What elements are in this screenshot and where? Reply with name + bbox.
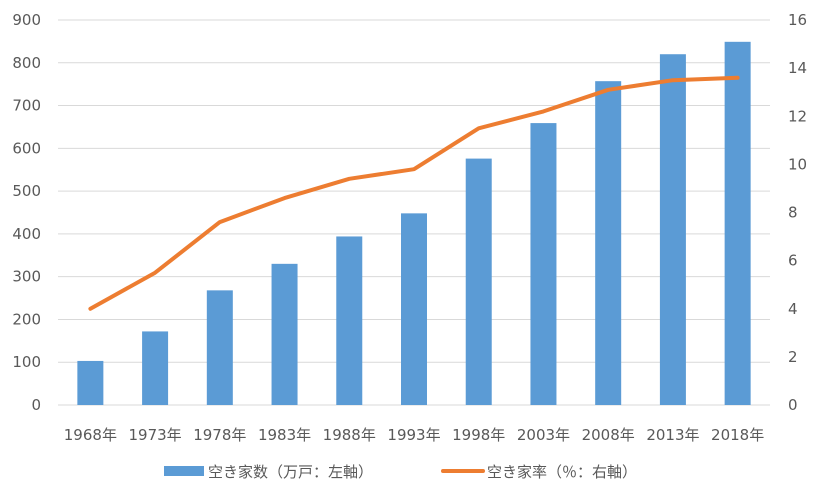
right-axis-ticks: 0 2 4 6 8 10 12 14 16 [788,11,807,414]
x-axis-tick-label: 2008年 [582,426,635,444]
right-axis-tick-label: 14 [788,59,807,77]
bar [271,263,298,405]
bar [595,81,622,405]
left-axis-tick-label: 500 [12,182,41,200]
right-axis-tick-label: 16 [788,11,807,29]
bar [530,123,557,405]
right-axis-tick-label: 8 [788,204,798,222]
x-axis-tick-label: 2018年 [711,426,764,444]
x-axis-tick-label: 2003年 [517,426,570,444]
left-axis-tick-label: 800 [12,54,41,72]
legend-bar-swatch [164,466,204,476]
left-axis-ticks: 0 100 200 300 400 500 600 700 800 900 [12,11,41,414]
right-axis-tick-label: 4 [788,300,798,318]
bar [77,360,104,405]
x-axis-tick-label: 1988年 [323,426,376,444]
bar [401,213,427,405]
x-axis-tick-label: 1983年 [258,426,311,444]
bar [336,236,363,405]
left-axis-tick-label: 600 [12,139,41,157]
x-axis-tick-label: 2013年 [646,426,699,444]
left-axis-tick-label: 900 [12,11,41,29]
bar-series [77,41,751,406]
right-axis-tick-label: 2 [788,348,798,366]
right-axis-tick-label: 0 [788,396,798,414]
legend-line-label: 空き家率（％：右軸） [487,463,637,481]
x-axis-tick-label: 1978年 [193,426,246,444]
line-series [88,75,740,311]
right-axis-tick-label: 12 [788,107,807,125]
left-axis-tick-label: 200 [12,310,41,328]
right-axis-tick-label: 6 [788,252,798,270]
x-axis-tick-label: 1993年 [387,426,440,444]
legend-bar-label: 空き家数（万戸：左軸） [208,463,373,481]
x-axis-tick-label: 1968年 [64,426,117,444]
x-axis-tick-label: 1998年 [452,426,505,444]
right-axis-tick-label: 10 [788,155,807,173]
x-axis-ticks: 1968年 1973年 1978年 1983年 1988年 1993年 1998年 2003年… [64,426,764,444]
legend: 空き家数（万戸：左軸） 空き家率（％：右軸） [164,463,637,481]
left-axis-tick-label: 700 [12,97,41,115]
left-axis-tick-label: 100 [12,353,41,371]
left-axis-tick-label: 0 [31,396,41,414]
bar [724,41,751,406]
bar [206,290,233,405]
left-axis-tick-label: 400 [12,225,41,243]
x-axis-tick-label: 1973年 [128,426,181,444]
bar [142,331,169,405]
bar [465,158,492,405]
left-axis-tick-label: 300 [12,268,41,286]
bar [659,54,686,405]
